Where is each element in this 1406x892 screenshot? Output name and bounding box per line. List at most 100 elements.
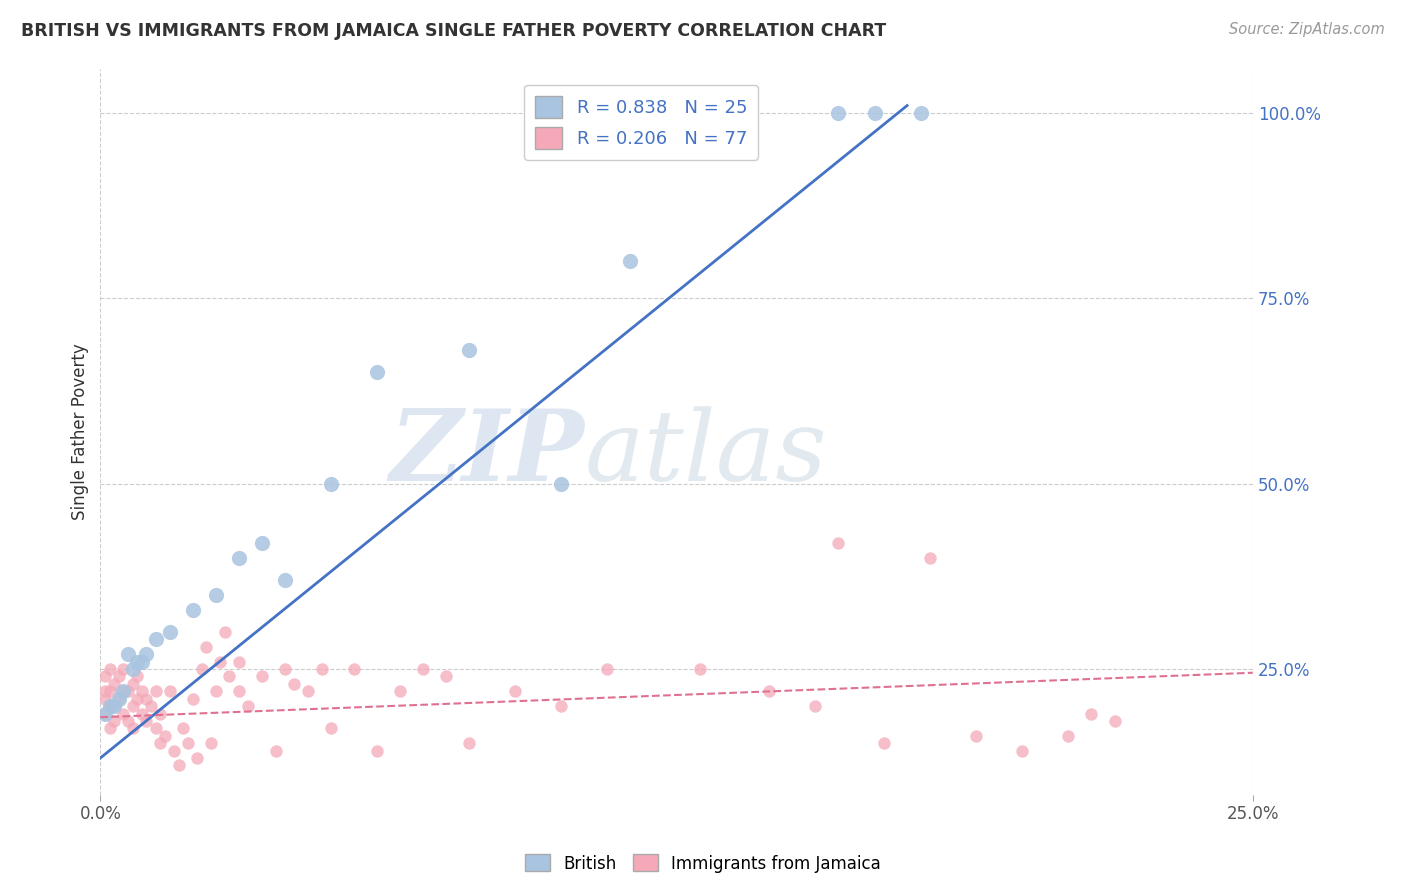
Point [98, 722, 121, 736]
Text: Source: ZipAtlas.com: Source: ZipAtlas.com [1229, 22, 1385, 37]
Point [149, 706, 172, 721]
Point [112, 662, 135, 676]
Point [131, 706, 153, 721]
Point [131, 655, 153, 669]
Point [228, 655, 250, 669]
Point [250, 536, 273, 550]
Point [550, 699, 572, 714]
Point [163, 743, 186, 757]
Point [283, 677, 305, 691]
Point [827, 106, 849, 120]
Point [94, 669, 117, 683]
Point [117, 684, 139, 698]
Point [135, 691, 157, 706]
Point [228, 550, 250, 565]
Point [434, 669, 457, 683]
Point [596, 662, 619, 676]
Point [214, 624, 236, 639]
Point [412, 662, 434, 676]
Point [181, 603, 204, 617]
Point [873, 736, 896, 750]
Point [1057, 729, 1080, 743]
Point [458, 343, 481, 358]
Point [103, 677, 125, 691]
Point [112, 684, 135, 698]
Point [319, 476, 342, 491]
Point [319, 722, 342, 736]
Point [274, 662, 297, 676]
Point [200, 736, 222, 750]
Point [98, 699, 121, 714]
Point [804, 699, 827, 714]
Point [863, 106, 886, 120]
Point [121, 662, 143, 676]
Legend: British, Immigrants from Jamaica: British, Immigrants from Jamaica [519, 847, 887, 880]
Point [159, 684, 181, 698]
Point [236, 699, 259, 714]
Point [103, 714, 125, 728]
Point [112, 684, 135, 698]
Text: BRITISH VS IMMIGRANTS FROM JAMAICA SINGLE FATHER POVERTY CORRELATION CHART: BRITISH VS IMMIGRANTS FROM JAMAICA SINGL… [21, 22, 886, 40]
Point [503, 684, 526, 698]
Point [127, 669, 149, 683]
Point [107, 669, 129, 683]
Point [204, 588, 226, 602]
Point [366, 366, 388, 380]
Point [366, 743, 388, 757]
Text: atlas: atlas [585, 406, 827, 501]
Point [1080, 706, 1102, 721]
Point [920, 550, 942, 565]
Point [167, 758, 190, 772]
Point [121, 699, 143, 714]
Point [689, 662, 711, 676]
Point [264, 743, 287, 757]
Point [94, 706, 117, 721]
Point [145, 632, 167, 647]
Point [149, 736, 172, 750]
Point [135, 647, 157, 661]
Point [1011, 743, 1033, 757]
Point [343, 662, 366, 676]
Point [98, 662, 121, 676]
Point [297, 684, 319, 698]
Point [181, 691, 204, 706]
Point [274, 573, 297, 587]
Point [204, 684, 226, 698]
Point [98, 699, 121, 714]
Point [145, 722, 167, 736]
Point [112, 706, 135, 721]
Point [191, 662, 214, 676]
Point [159, 624, 181, 639]
Point [145, 684, 167, 698]
Point [965, 729, 987, 743]
Point [131, 684, 153, 698]
Point [117, 647, 139, 661]
Text: ZIP: ZIP [389, 405, 585, 502]
Point [153, 729, 176, 743]
Point [127, 655, 149, 669]
Point [218, 669, 240, 683]
Point [619, 254, 641, 268]
Point [758, 684, 780, 698]
Point [107, 691, 129, 706]
Point [127, 691, 149, 706]
Point [139, 699, 162, 714]
Point [550, 476, 572, 491]
Point [94, 691, 117, 706]
Point [1104, 714, 1126, 728]
Point [121, 722, 143, 736]
Point [117, 714, 139, 728]
Point [458, 736, 481, 750]
Point [209, 655, 232, 669]
Point [94, 684, 117, 698]
Point [186, 751, 208, 765]
Point [135, 714, 157, 728]
Point [228, 684, 250, 698]
Point [103, 699, 125, 714]
Point [98, 684, 121, 698]
Point [172, 722, 194, 736]
Point [107, 691, 129, 706]
Y-axis label: Single Father Poverty: Single Father Poverty [72, 343, 89, 520]
Point [910, 106, 932, 120]
Point [311, 662, 333, 676]
